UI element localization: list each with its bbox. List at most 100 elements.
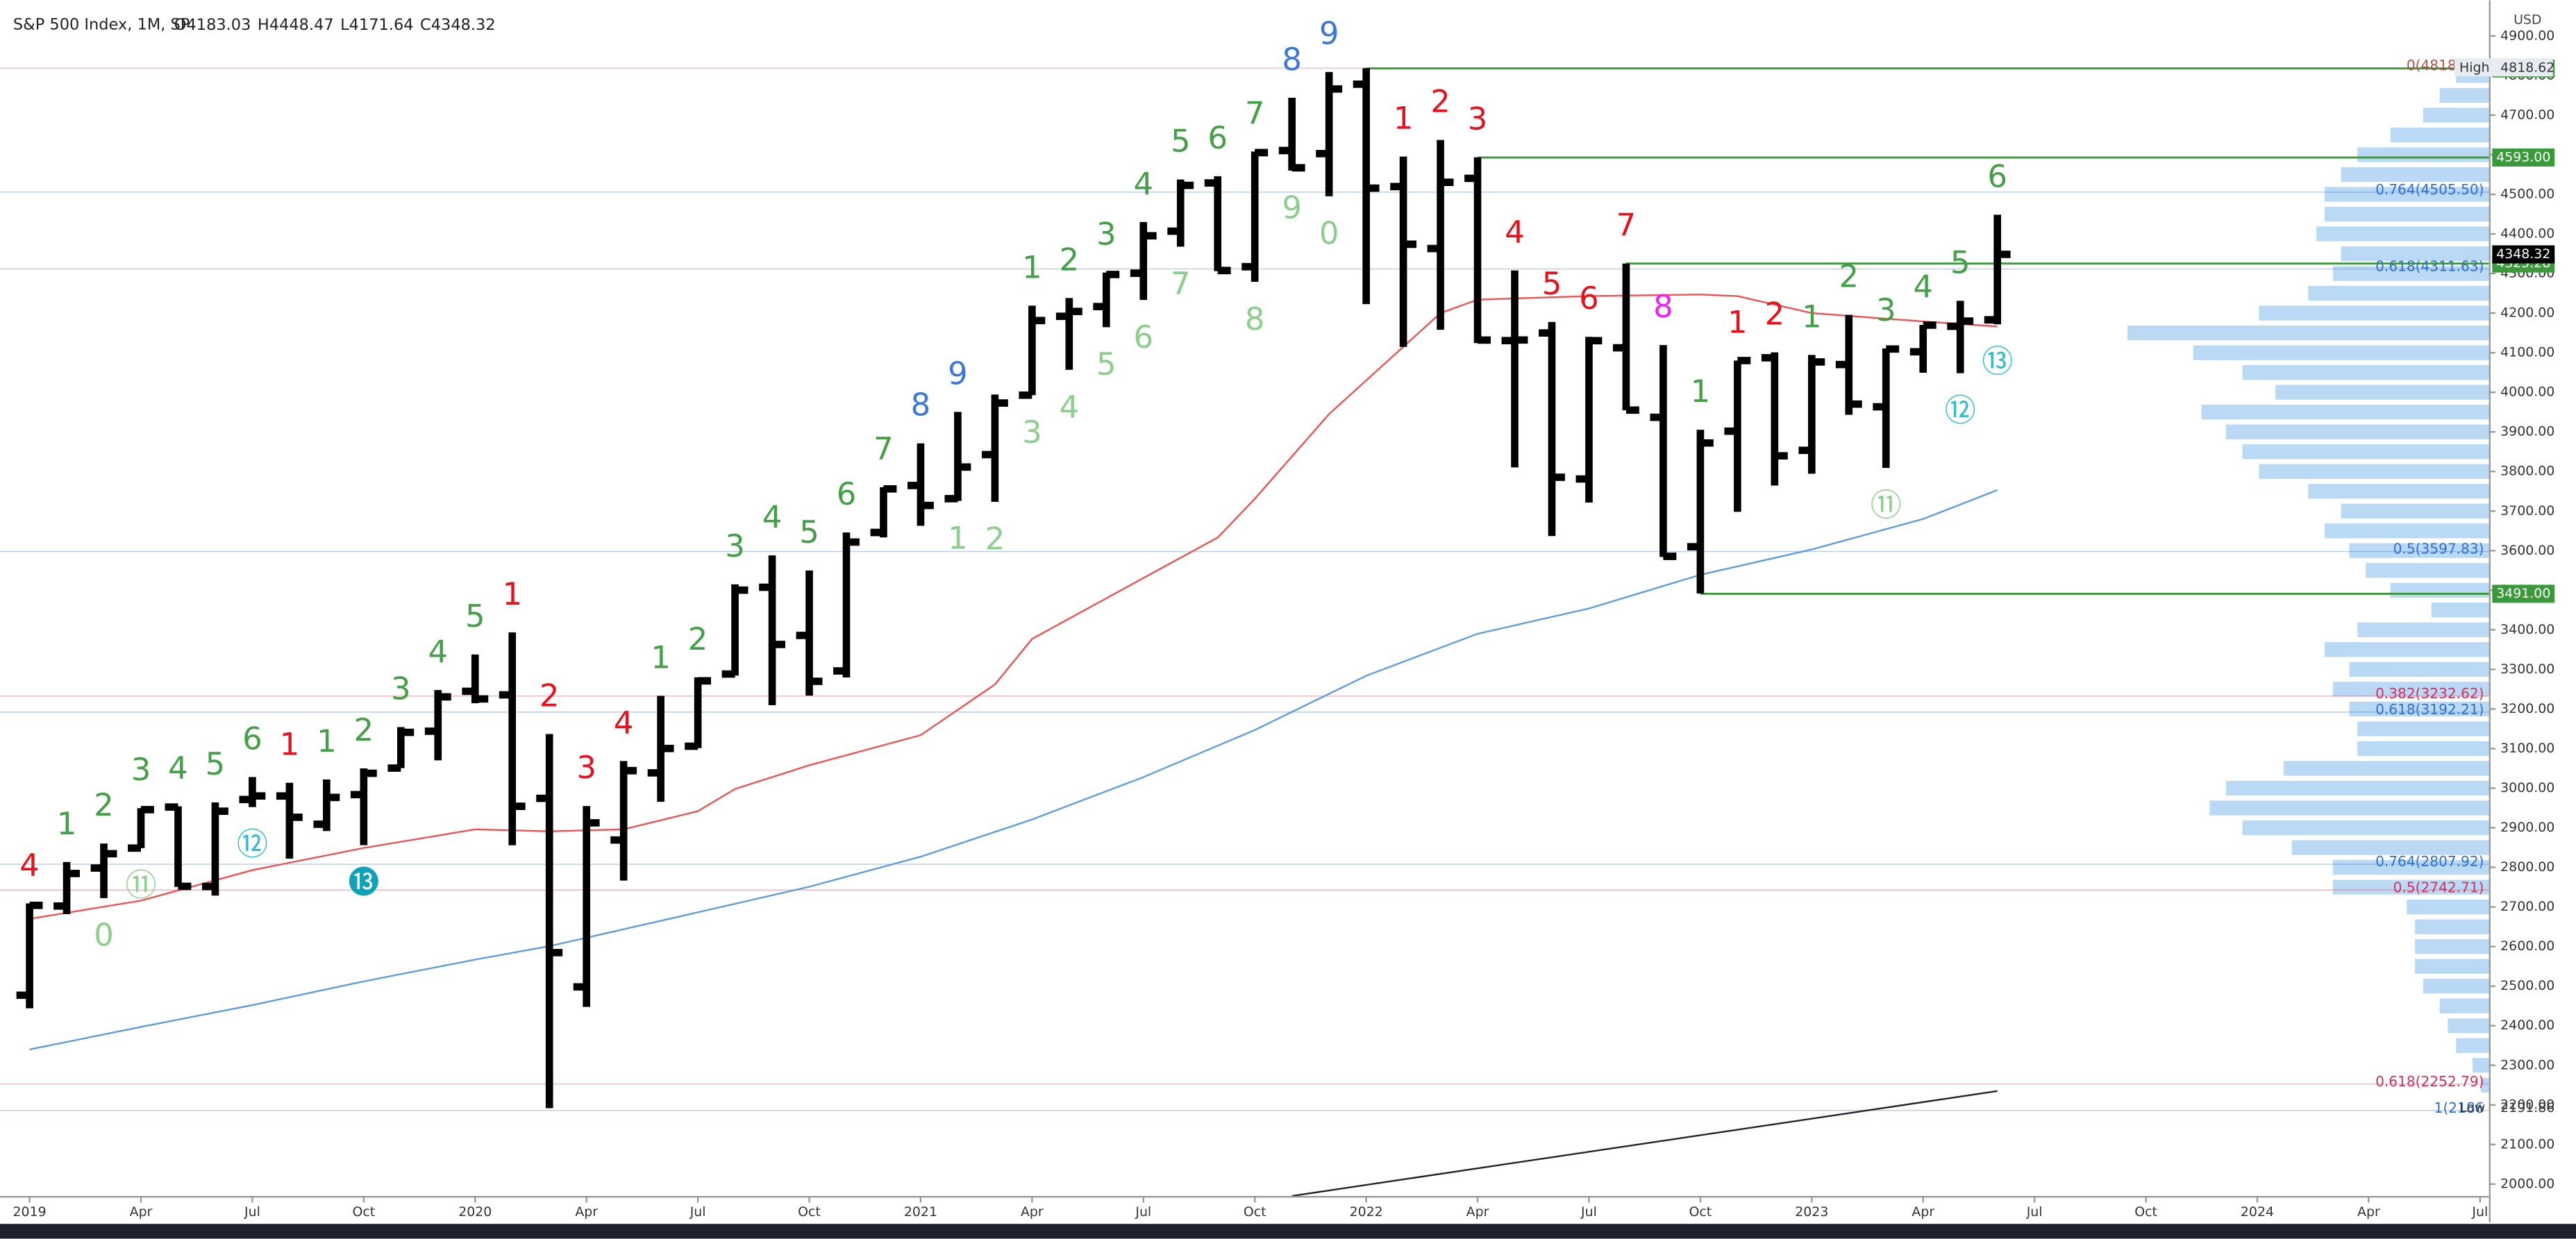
volume-profile-bar	[2357, 622, 2489, 638]
sequence-count: 6	[837, 475, 857, 512]
sequence-count: 6	[242, 720, 262, 757]
y-tick-label: 3100.00	[2500, 741, 2554, 756]
level-axis-box	[2492, 584, 2555, 603]
sequence-count: 5	[465, 598, 485, 634]
x-tick-label: Oct	[352, 1204, 375, 1220]
sequence-count: 2	[985, 521, 1005, 557]
volume-profile-bar	[2423, 108, 2489, 123]
x-tick-label: 2019	[13, 1204, 47, 1220]
volume-profile-bar	[2415, 959, 2489, 974]
x-tick-label: Apr	[575, 1204, 598, 1220]
sequence-count: 5	[1171, 123, 1191, 160]
x-tick-label: Jul	[1135, 1204, 1151, 1220]
sequence-count: 1	[1394, 100, 1414, 137]
level-axis-label: 3491.00	[2496, 586, 2550, 601]
y-tick-label: 4200.00	[2500, 305, 2554, 321]
y-tick-label: 3900.00	[2500, 424, 2554, 439]
fib-label: 1(2186	[2434, 1099, 2484, 1116]
x-tick-label: Oct	[1244, 1204, 1266, 1220]
sequence-count: 2	[1765, 296, 1785, 332]
sequence-count: 1	[651, 639, 671, 675]
x-tick-label: 2022	[1350, 1204, 1383, 1220]
sequence-count: 5	[206, 745, 226, 782]
volume-profile-bar	[2349, 543, 2489, 558]
y-tick-label: 3700.00	[2500, 503, 2554, 519]
last-price-label: 4348.32	[2496, 246, 2550, 262]
fib-label: 0.764(4505.50)	[2375, 181, 2484, 198]
volume-profile-bar	[2357, 741, 2489, 757]
sequence-count: 4	[1913, 268, 1933, 305]
sequence-count: 7	[873, 430, 894, 467]
sequence-count: 4	[614, 704, 634, 741]
volume-profile-bar	[2209, 800, 2489, 816]
volume-profile-bar	[2349, 661, 2489, 677]
sequence-count: 3	[131, 751, 151, 788]
volume-profile-bar	[2332, 266, 2489, 281]
sequence-count: 3	[576, 749, 596, 786]
moving-average	[29, 294, 1998, 920]
x-tick-label: Jul	[1580, 1204, 1597, 1220]
sequence-count: ⑫	[1945, 391, 1976, 428]
moving-average	[1291, 1090, 1998, 1196]
volume-profile-bar	[2193, 345, 2489, 360]
x-tick-label: Jul	[689, 1204, 706, 1220]
y-tick-label: 4100.00	[2500, 345, 2554, 360]
volume-profile-bar	[2332, 879, 2489, 895]
volume-profile-bar	[2308, 484, 2489, 499]
sequence-count: ⑪	[126, 867, 157, 904]
volume-profile-bar	[2423, 979, 2489, 994]
sequence-count: 6	[1579, 280, 1599, 317]
x-tick-label: 2021	[904, 1204, 937, 1220]
sequence-count: 1	[280, 726, 300, 763]
x-tick-label: Jul	[244, 1204, 260, 1220]
sequence-count: 3	[1876, 292, 1896, 328]
y-tick-label: 2400.00	[2500, 1018, 2554, 1033]
sequence-count: 4	[1505, 214, 1525, 251]
sequence-count: ⑫	[237, 826, 268, 863]
volume-profile-bar	[2349, 701, 2489, 717]
x-tick-label: 2020	[458, 1204, 492, 1220]
volume-profile-bar	[2226, 424, 2489, 439]
volume-profile-bar	[2332, 682, 2489, 697]
volume-profile-bar	[2332, 859, 2489, 875]
sequence-count: ⑪	[1871, 487, 1902, 523]
sequence-count: 8	[911, 387, 931, 423]
volume-profile-bar	[2226, 780, 2489, 796]
volume-profile-bar	[2415, 939, 2489, 954]
volume-profile-bar	[2390, 582, 2489, 598]
sequence-count: ⑬	[1982, 343, 2013, 380]
sequence-count: 3	[1468, 101, 1488, 137]
sequence-count: 4	[19, 846, 40, 883]
sequence-count: 1	[1022, 248, 1042, 285]
volume-profile-bar	[2324, 523, 2489, 539]
y-tick-label: 2200.00	[2500, 1097, 2554, 1112]
y-tick-label: 2000.00	[2500, 1176, 2554, 1191]
sequence-count: 2	[94, 786, 114, 823]
sequence-count: 6	[1133, 319, 1153, 355]
level-axis-box	[2492, 148, 2555, 167]
y-tick-label: 4900.00	[2500, 28, 2554, 43]
sequence-count: 4	[762, 498, 783, 535]
sequence-count: 1	[1728, 303, 1748, 340]
fib-label: 0.764(2807.92)	[2375, 853, 2484, 870]
volume-profile-bar	[2308, 285, 2489, 301]
fib-label: 0.618(4311.63)	[2375, 258, 2484, 275]
sequence-count: 4	[168, 750, 188, 786]
volume-profile-bar	[2390, 127, 2489, 143]
fib-label: 0.5(3597.83)	[2393, 541, 2484, 557]
volume-profile-bar	[2439, 998, 2489, 1013]
y-tick-label: 3600.00	[2500, 543, 2554, 558]
volume-profile-bar	[2341, 503, 2489, 519]
volume-profile-bar	[2259, 305, 2489, 321]
volume-profile-bar	[2324, 206, 2489, 222]
low-value: 2191.86	[2500, 1100, 2554, 1115]
volume-profile-bar	[2341, 167, 2489, 183]
volume-profile-bar	[2456, 1038, 2489, 1053]
y-tick-label: 3800.00	[2500, 464, 2554, 479]
volume-profile-bar	[2480, 1077, 2489, 1093]
sequence-count: 2	[354, 711, 374, 748]
volume-profile-bar	[2275, 385, 2489, 400]
sequence-count: 2	[540, 677, 560, 714]
volume-profile-bar	[2407, 899, 2489, 915]
